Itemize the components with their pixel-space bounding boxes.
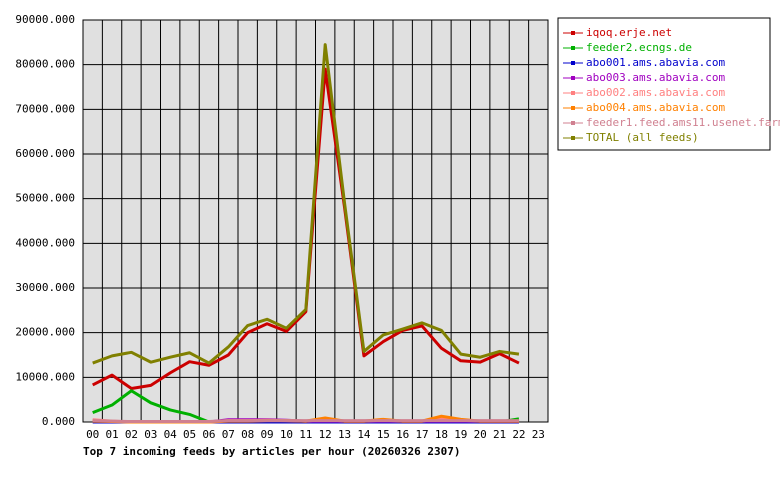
x-tick-label: 20: [474, 428, 487, 441]
x-tick-label: 10: [280, 428, 293, 441]
x-tick-label: 03: [144, 428, 157, 441]
x-tick-label: 18: [435, 428, 448, 441]
x-tick-label: 14: [357, 428, 371, 441]
x-tick-label: 07: [222, 428, 235, 441]
y-tick-label: 20000.000: [15, 326, 75, 339]
x-tick-label: 09: [260, 428, 273, 441]
x-tick-label: 06: [202, 428, 215, 441]
x-tick-label: 11: [299, 428, 312, 441]
series-line: [92, 43, 520, 365]
x-tick-label: 22: [512, 428, 525, 441]
legend-label: abo001.ams.abavia.com: [586, 56, 725, 69]
legend-label: feeder2.ecngs.de: [586, 41, 692, 54]
x-tick-label: 02: [125, 428, 138, 441]
legend-marker: [571, 61, 575, 65]
x-tick-label: 00: [86, 428, 99, 441]
x-tick-label: 01: [105, 428, 118, 441]
x-tick-label: 15: [377, 428, 390, 441]
x-tick-label: 05: [183, 428, 196, 441]
series-line: [92, 419, 519, 424]
x-tick-label: 23: [532, 428, 545, 441]
y-tick-label: 90000.000: [15, 13, 75, 26]
legend-marker: [571, 106, 575, 110]
y-tick-label: 10000.000: [15, 370, 75, 383]
x-tick-label: 04: [164, 428, 178, 441]
y-tick-label: 60000.000: [15, 147, 75, 160]
y-tick-label: 40000.000: [15, 236, 75, 249]
legend-marker: [571, 76, 575, 80]
legend-label: TOTAL (all feeds): [586, 131, 699, 144]
x-tick-label: 17: [415, 428, 428, 441]
y-tick-label: 0.000: [42, 415, 75, 428]
series-line: [92, 67, 520, 390]
x-tick-label: 08: [241, 428, 254, 441]
legend-label: abo003.ams.abavia.com: [586, 71, 725, 84]
legend-marker: [571, 91, 575, 95]
y-tick-label: 50000.000: [15, 192, 75, 205]
legend-marker: [571, 121, 575, 125]
legend-marker: [571, 31, 575, 35]
legend: [557, 17, 771, 151]
y-tick-label: 80000.000: [15, 58, 75, 71]
x-tick-label: 16: [396, 428, 409, 441]
chart-title: Top 7 incoming feeds by articles per hou…: [83, 445, 461, 458]
x-tick-label: 13: [338, 428, 351, 441]
legend-label: iqoq.erje.net: [586, 26, 672, 39]
legend-label: abo004.ams.abavia.com: [586, 101, 725, 114]
x-tick-label: 12: [319, 428, 332, 441]
legend-label: abo002.ams.abavia.com: [586, 86, 725, 99]
x-tick-label: 21: [493, 428, 506, 441]
x-tick-label: 19: [454, 428, 467, 441]
legend-marker: [571, 136, 575, 140]
y-tick-label: 30000.000: [15, 281, 75, 294]
y-tick-label: 70000.000: [15, 102, 75, 115]
legend-marker: [571, 46, 575, 50]
legend-label: feeder1.feed.ams11.usenet.farm: [586, 116, 780, 129]
